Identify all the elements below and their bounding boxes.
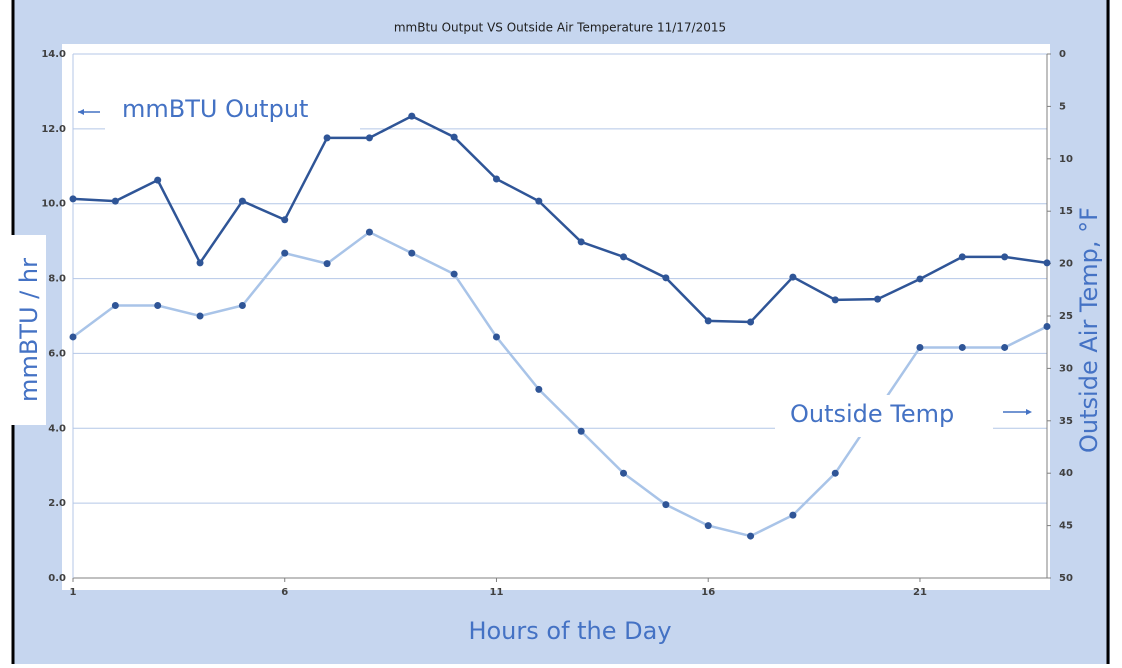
data-point [492, 333, 500, 341]
y2-tick-label: 40 [1059, 468, 1073, 479]
y2-tick-label: 20 [1059, 259, 1073, 270]
y2-tick-label: 15 [1059, 206, 1073, 217]
y-tick-label: 0.0 [48, 573, 66, 584]
data-point [747, 318, 755, 326]
y-tick-label: 10.0 [41, 199, 66, 210]
y-label-box [10, 235, 46, 425]
y2-tick-label: 0 [1059, 49, 1066, 60]
y2-tick-label: 50 [1059, 573, 1073, 584]
data-point [831, 296, 839, 304]
y-tick-label: 14.0 [41, 49, 66, 60]
x-tick-label: 1 [70, 587, 77, 598]
series-line [72, 114, 1048, 324]
data-point [916, 343, 924, 351]
y2-tick-label: 35 [1059, 416, 1073, 427]
data-point [365, 134, 373, 142]
data-point [916, 275, 924, 283]
x-tick-label: 11 [490, 587, 504, 598]
y2-tick-label: 25 [1059, 311, 1073, 322]
data-point [704, 317, 712, 325]
x-tick-label: 21 [913, 587, 927, 598]
annotation-box [105, 88, 360, 132]
arrow-head [1026, 409, 1032, 415]
data-point [323, 260, 331, 268]
data-point [1043, 259, 1051, 267]
data-point [662, 274, 670, 282]
y2-tick-label: 10 [1059, 154, 1073, 165]
data-point [281, 249, 289, 257]
y2-tick-label: 5 [1059, 101, 1066, 112]
annotation: mmBTU Output [122, 95, 308, 123]
data-point [1001, 253, 1009, 261]
data-point [196, 312, 204, 320]
y2-tick-label: 30 [1059, 363, 1073, 374]
data-point [789, 273, 797, 281]
data-point [1043, 322, 1051, 330]
left-margin [0, 0, 12, 664]
data-point [747, 532, 755, 540]
x-tick-label: 6 [281, 587, 288, 598]
data-point [577, 427, 585, 435]
data-point [238, 197, 246, 205]
y-tick-label: 8.0 [48, 274, 66, 285]
data-point [577, 238, 585, 246]
data-point [662, 501, 670, 509]
y2-tick-label: 45 [1059, 521, 1073, 532]
chart-title: mmBtu Output VS Outside Air Temperature … [394, 21, 726, 35]
data-point [196, 259, 204, 267]
y-tick-label: 4.0 [48, 423, 66, 434]
data-point [704, 522, 712, 530]
data-point [238, 302, 246, 310]
data-point [831, 469, 839, 477]
annotation-box [775, 395, 993, 437]
data-point [450, 270, 458, 278]
data-point [408, 112, 416, 120]
data-point [111, 197, 119, 205]
right-margin [1110, 0, 1122, 664]
data-point [535, 385, 543, 393]
data-point [1001, 343, 1009, 351]
data-point [365, 228, 373, 236]
data-point [535, 197, 543, 205]
y-tick-label: 2.0 [48, 498, 66, 509]
data-point [408, 249, 416, 257]
data-point [958, 343, 966, 351]
data-point [620, 469, 628, 477]
arrow-head [78, 109, 84, 115]
data-point [789, 511, 797, 519]
data-point [154, 176, 162, 184]
data-point [154, 302, 162, 310]
y2-axis-label: Outside Air Temp, °F [1075, 207, 1103, 453]
y-tick-label: 6.0 [48, 348, 66, 359]
data-point [958, 253, 966, 261]
annotation: Outside Temp [790, 400, 954, 428]
data-point [69, 333, 77, 341]
data-point [450, 133, 458, 141]
data-point [281, 216, 289, 224]
y-tick-label: 12.0 [41, 124, 66, 135]
x-axis-label: Hours of the Day [468, 617, 671, 645]
data-point [874, 295, 882, 303]
data-point [620, 253, 628, 261]
plot-area [62, 44, 1050, 590]
data-point [69, 195, 77, 203]
x-tick-label: 16 [701, 587, 715, 598]
y-axis-label: mmBTU / hr [15, 258, 43, 402]
data-point [492, 175, 500, 183]
data-point [323, 134, 331, 142]
data-point [111, 302, 119, 310]
